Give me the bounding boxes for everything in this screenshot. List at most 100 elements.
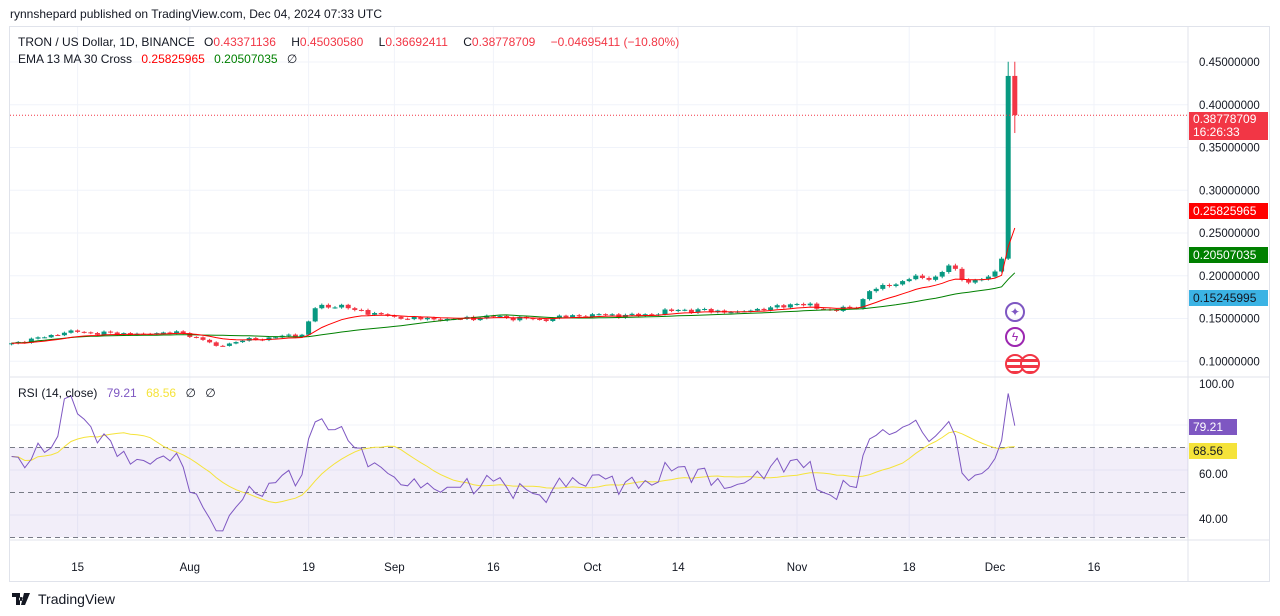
- rsi-name[interactable]: RSI (14, close): [18, 386, 98, 400]
- candle-body: [926, 277, 932, 280]
- time-axis-label: 19: [302, 562, 315, 574]
- candle-body: [167, 332, 173, 334]
- indicator-extra: ∅: [286, 52, 298, 66]
- tradingview-logo-icon: [12, 593, 30, 605]
- candle-body: [933, 276, 939, 280]
- candle-body: [919, 275, 925, 278]
- candle-body: [160, 332, 166, 334]
- candle-body: [398, 316, 404, 319]
- candle-body: [682, 309, 688, 311]
- candle-body: [286, 334, 292, 336]
- candle-body: [550, 318, 556, 321]
- candle-body: [985, 276, 991, 280]
- symbol-legend: TRON / US Dollar, 1D, BINANCE O0.4337113…: [18, 35, 685, 49]
- candle-body: [543, 319, 549, 321]
- candle-body: [405, 318, 411, 320]
- candle-body: [438, 319, 444, 321]
- price-axis-label: 0.15000000: [1199, 314, 1260, 326]
- ma-tag: 0.20507035: [1189, 247, 1268, 263]
- high-value: 0.45030580: [299, 35, 364, 49]
- candle-body: [768, 307, 774, 311]
- candle-body: [200, 337, 206, 340]
- lightning-event-icon[interactable]: ϟ: [1005, 327, 1025, 347]
- candle-body: [754, 308, 760, 311]
- candle-body: [952, 265, 958, 269]
- candle-body: [180, 331, 186, 334]
- candle-body: [306, 321, 312, 335]
- candle-body: [273, 337, 279, 339]
- price-axis-label: 0.40000000: [1199, 100, 1260, 112]
- candle-body: [860, 299, 866, 309]
- candle-body: [596, 314, 602, 316]
- ma30-line: [11, 272, 1016, 344]
- candle-body: [820, 308, 826, 310]
- candle-body: [814, 303, 820, 309]
- candle-body: [114, 332, 120, 335]
- us-flag-event-icon[interactable]: [1020, 354, 1040, 374]
- candle-body: [913, 275, 919, 280]
- time-axis-label: 15: [71, 562, 84, 574]
- candle-body: [424, 317, 430, 320]
- time-axis-label: Oct: [583, 562, 602, 574]
- candle-body: [391, 315, 397, 317]
- candle-body: [365, 310, 371, 315]
- candle-body: [339, 304, 345, 308]
- candle-body: [886, 284, 892, 287]
- candle-body: [669, 309, 675, 312]
- candle-body: [972, 279, 978, 283]
- candle-body: [35, 337, 41, 339]
- candle-body: [629, 313, 635, 315]
- candle-body: [939, 271, 945, 277]
- candle-body: [352, 308, 358, 310]
- candle-body: [880, 284, 886, 289]
- close-value: 0.38778709: [471, 35, 536, 49]
- candle-countdown: 16:26:33: [1193, 125, 1240, 139]
- candle-body: [378, 313, 384, 315]
- candle-body: [411, 316, 417, 320]
- candle-body: [794, 303, 800, 305]
- price-axis-label: 0.10000000: [1199, 356, 1260, 368]
- candle-body: [517, 316, 523, 321]
- rsi-ma-line: [11, 430, 1015, 504]
- rsi-axis-label: 60.00: [1199, 469, 1228, 481]
- candle-body: [649, 314, 655, 316]
- price-axis-label: 0.35000000: [1199, 143, 1260, 155]
- candle-body: [576, 315, 582, 317]
- candle-body: [761, 308, 767, 311]
- candle-body: [358, 309, 364, 311]
- candle-body: [226, 343, 232, 346]
- time-axis-label: Nov: [787, 562, 808, 574]
- candle-body: [530, 318, 536, 320]
- close-label: C: [463, 35, 472, 49]
- candle-body: [728, 312, 734, 314]
- time-axis-label: 16: [487, 562, 500, 574]
- tradingview-footer[interactable]: TradingView: [12, 591, 115, 607]
- candle-body: [893, 284, 899, 287]
- candle-body: [477, 318, 483, 321]
- candle-body: [847, 306, 853, 308]
- candle-body: [457, 318, 463, 320]
- candle-body: [312, 308, 318, 322]
- candle-body: [708, 308, 714, 313]
- candle-body: [748, 310, 754, 312]
- candle-body: [418, 316, 424, 320]
- candle-body: [431, 317, 437, 320]
- time-axis-label: Sep: [384, 562, 404, 574]
- candle-body: [900, 281, 906, 285]
- symbol-title[interactable]: TRON / US Dollar, 1D, BINANCE: [18, 35, 195, 49]
- time-axis-label: Dec: [985, 562, 1006, 574]
- publisher-line: rynnshepard published on TradingView.com…: [10, 7, 383, 21]
- candle-body: [108, 331, 114, 333]
- candle-body: [240, 340, 246, 343]
- sparkle-event-icon[interactable]: ✦: [1005, 302, 1025, 322]
- candle-body: [484, 315, 490, 319]
- candle-body: [61, 332, 67, 336]
- candle-body: [94, 333, 100, 335]
- indicator-name[interactable]: EMA 13 MA 30 Cross: [18, 52, 133, 66]
- candle-body: [121, 333, 127, 335]
- candle-body: [325, 304, 331, 308]
- time-axis-label: 14: [672, 562, 685, 574]
- candle-body: [266, 337, 272, 341]
- candle-body: [490, 315, 496, 317]
